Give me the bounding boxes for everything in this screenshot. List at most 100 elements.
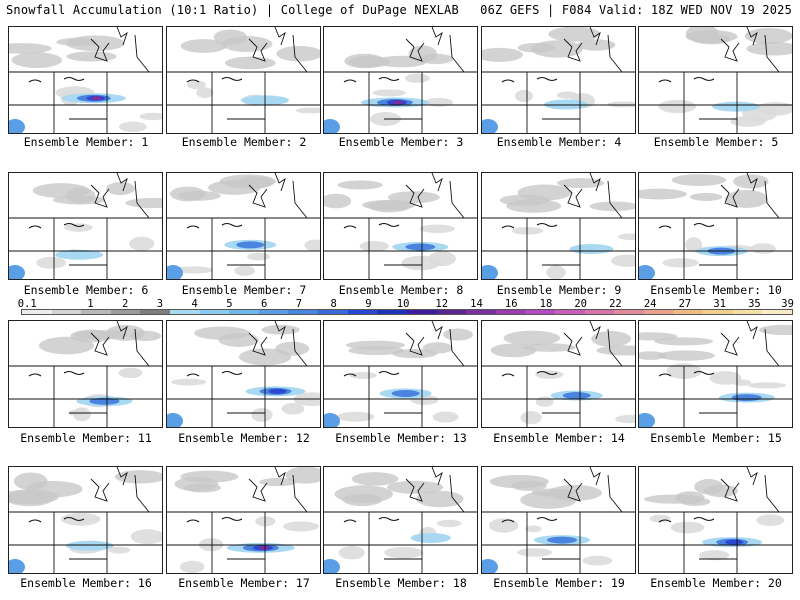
ensemble-member-map — [166, 172, 321, 280]
ensemble-member-map — [8, 172, 163, 280]
legend-swatch — [495, 310, 526, 314]
snowfall-map — [639, 321, 792, 427]
ensemble-member-map — [481, 26, 636, 134]
ensemble-member-label: Ensemble Member: 5 — [653, 135, 779, 149]
legend-label: 1 — [87, 298, 94, 310]
page-title: Snowfall Accumulation (10:1 Ratio) | Col… — [6, 3, 459, 17]
snowfall-map — [324, 321, 477, 427]
legend-swatch — [258, 310, 289, 314]
snowfall-map — [639, 173, 792, 279]
snowfall-map — [9, 27, 162, 133]
state-borders — [167, 173, 320, 279]
ensemble-member-map — [166, 26, 321, 134]
ensemble-member-map — [8, 26, 163, 134]
snowfall-map — [639, 467, 792, 573]
legend-label: 18 — [539, 298, 553, 310]
snowfall-map — [482, 27, 635, 133]
legend-label: 12 — [435, 298, 449, 310]
legend-swatch — [525, 310, 555, 314]
legend-label: 3 — [156, 298, 164, 310]
snowfall-map — [482, 321, 635, 427]
run-valid-time: 06Z GEFS | F084 Valid: 18Z WED NOV 19 20… — [480, 3, 792, 17]
state-borders — [482, 321, 635, 427]
snowfall-map — [324, 467, 477, 573]
ensemble-member-label: Ensemble Member: 3 — [338, 135, 464, 149]
legend-swatch — [554, 310, 585, 314]
state-borders — [324, 27, 477, 133]
legend-swatch — [288, 310, 319, 314]
snowfall-map — [482, 467, 635, 573]
snowfall-map — [9, 173, 162, 279]
state-borders — [167, 321, 320, 427]
state-borders — [639, 321, 792, 427]
legend-label: 6 — [261, 298, 268, 310]
legend-label: 9 — [365, 298, 372, 310]
legend-label: 31 — [713, 298, 726, 310]
snowfall-map — [9, 321, 162, 427]
legend-swatch — [377, 310, 407, 314]
ensemble-member-label: Ensemble Member: 20 — [650, 576, 782, 590]
state-borders — [324, 467, 477, 573]
legend-swatch — [614, 310, 644, 314]
state-borders — [324, 321, 477, 427]
snowfall-map — [167, 467, 320, 573]
state-borders — [167, 467, 320, 573]
ensemble-member-map — [323, 466, 478, 574]
legend-label: 16 — [504, 298, 518, 310]
legend-swatch — [436, 310, 467, 314]
snowfall-map — [324, 27, 477, 133]
legend-label: 5 — [226, 298, 233, 310]
ensemble-member-map — [638, 26, 793, 134]
ensemble-member-label: Ensemble Member: 13 — [335, 431, 467, 445]
state-borders — [9, 27, 162, 133]
ensemble-member-label: Ensemble Member: 8 — [338, 283, 464, 297]
ensemble-member-map — [481, 466, 636, 574]
state-borders — [9, 321, 162, 427]
legend-swatch — [110, 310, 141, 314]
ensemble-member-label: Ensemble Member: 15 — [650, 431, 782, 445]
ensemble-member-label: Ensemble Member: 18 — [335, 576, 467, 590]
ensemble-member-label: Ensemble Member: 9 — [496, 283, 622, 297]
ensemble-member-map — [481, 172, 636, 280]
legend-label: 24 — [643, 298, 657, 310]
legend-swatch — [199, 310, 230, 314]
ensemble-member-label: Ensemble Member: 10 — [650, 283, 782, 297]
ensemble-member-map — [638, 466, 793, 574]
legend-label: 8 — [330, 298, 337, 310]
legend-label: 27 — [678, 298, 692, 310]
legend-swatch — [229, 310, 259, 314]
legend-label: 7 — [295, 298, 303, 310]
legend-swatch — [140, 310, 171, 314]
ensemble-member-map — [323, 26, 478, 134]
snowfall-map — [9, 467, 162, 573]
snowfall-map — [167, 173, 320, 279]
ensemble-member-label: Ensemble Member: 17 — [178, 576, 310, 590]
legend-label: 39 — [781, 298, 794, 310]
ensemble-member-map — [323, 172, 478, 280]
legend-swatch — [584, 310, 615, 314]
legend-swatch — [762, 310, 792, 314]
ensemble-member-map — [166, 466, 321, 574]
ensemble-member-label: Ensemble Member: 12 — [178, 431, 310, 445]
state-borders — [482, 27, 635, 133]
state-borders — [639, 467, 792, 573]
legend-swatch — [81, 310, 111, 314]
snowfall-map — [482, 173, 635, 279]
legend-swatch — [673, 310, 704, 314]
ensemble-member-label: Ensemble Member: 16 — [20, 576, 152, 590]
snowfall-map — [167, 321, 320, 427]
legend-swatch — [732, 310, 763, 314]
legend-swatch — [466, 310, 496, 314]
legend-label: 20 — [574, 298, 588, 310]
ensemble-member-label: Ensemble Member: 1 — [23, 135, 149, 149]
legend-label: 10 — [396, 298, 410, 310]
legend-label: 22 — [609, 298, 622, 310]
legend-swatch — [703, 310, 733, 314]
ensemble-member-label: Ensemble Member: 7 — [181, 283, 307, 297]
ensemble-member-map — [481, 320, 636, 428]
ensemble-member-map — [323, 320, 478, 428]
legend-label: 14 — [470, 298, 483, 310]
ensemble-member-label: Ensemble Member: 6 — [23, 283, 149, 297]
state-borders — [9, 467, 162, 573]
snowfall-map — [324, 173, 477, 279]
